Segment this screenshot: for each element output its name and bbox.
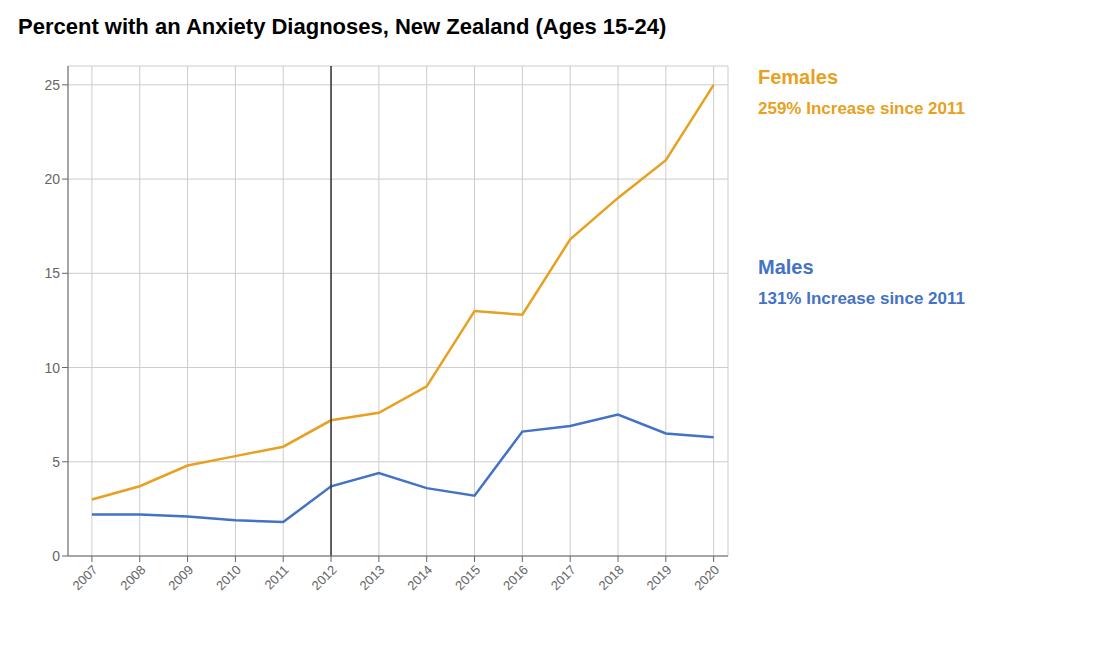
- svg-text:2015: 2015: [452, 562, 483, 593]
- svg-text:2014: 2014: [404, 562, 435, 593]
- html-text:Males: Males: [758, 256, 814, 278]
- html-text:131% Increase since 2011: 131% Increase since 2011: [758, 289, 965, 308]
- html-text:Percent with an Anxiety Diagno: Percent with an Anxiety Diagnoses, New Z…: [18, 14, 667, 39]
- svg-text:0: 0: [52, 548, 60, 564]
- svg-text:2012: 2012: [309, 562, 340, 593]
- svg-text:2019: 2019: [643, 562, 674, 593]
- svg-text:2020: 2020: [691, 562, 722, 593]
- svg-text:2010: 2010: [213, 562, 244, 593]
- svg-text:2013: 2013: [356, 562, 387, 593]
- html-text:Females: Females: [758, 66, 839, 88]
- svg-text:2007: 2007: [70, 562, 101, 593]
- svg-text:2017: 2017: [548, 562, 579, 593]
- svg-text:2009: 2009: [165, 562, 196, 593]
- html-text:259% Increase since 2011: 259% Increase since 2011: [758, 99, 965, 118]
- svg-text:2011: 2011: [261, 562, 291, 592]
- svg-text:2016: 2016: [500, 562, 531, 593]
- svg-text:20: 20: [44, 171, 60, 187]
- svg-text:15: 15: [44, 265, 60, 281]
- svg-text:10: 10: [44, 360, 60, 376]
- svg-text:2018: 2018: [596, 562, 627, 593]
- svg-text:2008: 2008: [117, 562, 148, 593]
- svg-text:25: 25: [44, 77, 60, 93]
- svg-text:5: 5: [52, 454, 60, 470]
